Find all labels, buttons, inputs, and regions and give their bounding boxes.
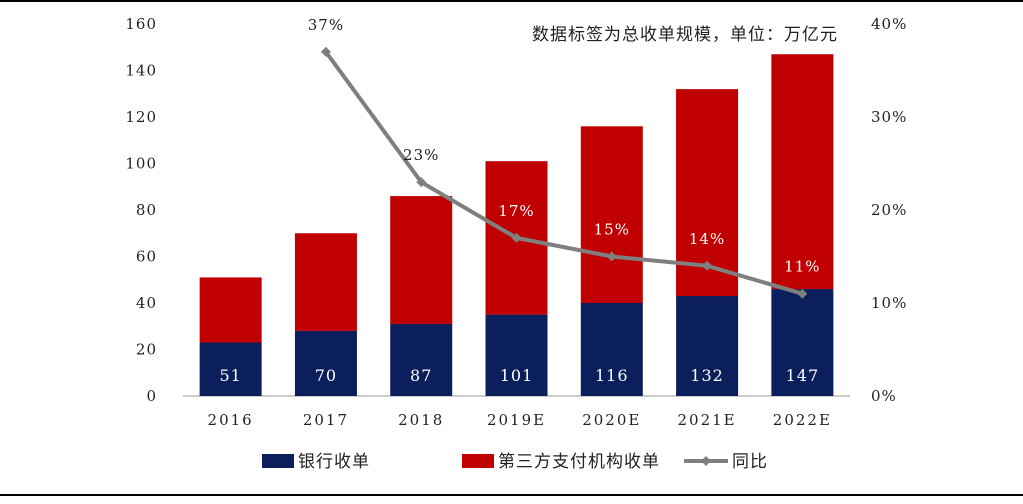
yoy-label: 17% — [498, 202, 534, 220]
category-label: 2017 — [303, 411, 349, 429]
right-axis-ticks: 0% 10% 20% 30% 40% — [871, 15, 907, 405]
left-tick-label: 140 — [125, 62, 157, 80]
total-label: 147 — [786, 366, 820, 385]
category-labels: 2016 2017 2018 2019E 2020E 2021E 2022E — [208, 411, 832, 429]
third-party-bar — [199, 277, 262, 343]
yoy-point — [320, 46, 331, 57]
bank-bar — [199, 342, 262, 396]
yoy-label: 37% — [308, 16, 344, 34]
right-tick-label: 10% — [871, 294, 907, 312]
bank-bar — [485, 314, 548, 396]
total-label: 51 — [219, 366, 241, 385]
left-tick-label: 160 — [125, 15, 157, 33]
yoy-line — [324, 50, 803, 296]
legend-line-marker — [701, 456, 711, 466]
category-label: 2020E — [582, 411, 641, 429]
legend-bank-swatch — [262, 454, 294, 468]
third-party-bar — [580, 126, 643, 303]
left-tick-label: 40 — [136, 294, 157, 312]
total-labels: 51 70 87 101 116 132 147 — [219, 366, 820, 385]
bank-bar — [390, 323, 453, 396]
total-label: 70 — [315, 366, 337, 385]
yoy-point — [702, 260, 713, 271]
yoy-point — [511, 232, 522, 243]
third-party-bar — [771, 54, 834, 290]
bottom-rule — [0, 494, 1023, 496]
bank-bar — [676, 296, 739, 396]
total-label: 116 — [595, 366, 629, 385]
yoy-label: 23% — [403, 146, 439, 164]
legend-label: 同比 — [732, 452, 768, 472]
right-tick-label: 40% — [871, 15, 907, 33]
left-axis-ticks: 0 20 40 60 80 100 120 140 160 — [125, 15, 157, 405]
bank-bar — [580, 303, 643, 396]
left-tick-label: 60 — [136, 248, 157, 266]
legend: 银行收单 第三方支付机构收单 同比 — [262, 452, 768, 472]
category-label: 2022E — [773, 411, 832, 429]
bars — [199, 54, 834, 396]
left-tick-label: 100 — [125, 155, 157, 173]
category-label: 2016 — [208, 411, 254, 429]
legend-label: 银行收单 — [298, 452, 370, 472]
yoy-point — [606, 251, 617, 262]
legend-label: 第三方支付机构收单 — [498, 452, 660, 472]
right-tick-label: 20% — [871, 201, 907, 219]
third-party-bar — [390, 196, 453, 324]
bank-bar — [771, 289, 834, 396]
yoy-line-group: 37% 23% 17% 15% 14% 11% — [308, 16, 820, 299]
top-rule — [0, 0, 1023, 2]
chart-note: 数据标签为总收单规模，单位：万亿元 — [532, 25, 838, 45]
left-tick-label: 20 — [136, 341, 157, 359]
bank-bar — [294, 330, 357, 396]
right-tick-label: 30% — [871, 108, 907, 126]
legend-third-party-swatch — [462, 454, 494, 468]
left-tick-label: 0 — [146, 387, 157, 405]
yoy-point — [797, 288, 808, 299]
yoy-label: 14% — [689, 230, 725, 248]
yoy-label: 15% — [594, 221, 630, 239]
category-label: 2019E — [487, 411, 546, 429]
right-tick-label: 0% — [871, 387, 897, 405]
category-label: 2018 — [398, 411, 444, 429]
total-label: 132 — [690, 366, 724, 385]
left-tick-label: 120 — [125, 108, 157, 126]
total-label: 87 — [410, 366, 432, 385]
category-label: 2021E — [678, 411, 737, 429]
left-tick-label: 80 — [136, 201, 157, 219]
yoy-label: 11% — [784, 258, 820, 276]
total-label: 101 — [500, 366, 534, 385]
yoy-point — [416, 177, 427, 188]
third-party-bar — [294, 233, 357, 331]
